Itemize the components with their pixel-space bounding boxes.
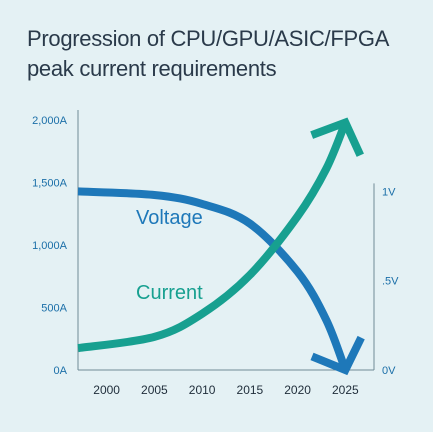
y-right-tick-label: .5V xyxy=(382,276,399,288)
y-left-tick-label: 2,000A xyxy=(32,115,68,127)
chart-series xyxy=(77,117,365,376)
chart-title: Progression of CPU/GPU/ASIC/FPGA peak cu… xyxy=(27,24,427,84)
chart-title-line-1: Progression of CPU/GPU/ASIC/FPGA xyxy=(27,26,390,51)
voltage-series-label: Voltage xyxy=(136,207,203,229)
y-left-tick-label: 500A xyxy=(41,303,67,315)
x-tick-label: 2005 xyxy=(141,383,168,397)
y-left-tick-label: 1,500A xyxy=(32,178,68,190)
y-left-tick-label: 1,000A xyxy=(32,240,68,252)
y-right-tick-label: 1V xyxy=(382,186,396,198)
chart-axes xyxy=(77,110,375,371)
x-tick-label: 2025 xyxy=(332,383,359,397)
x-tick-label: 2000 xyxy=(93,383,120,397)
chart-series-labels: Voltage Current xyxy=(136,207,203,304)
voltage-line xyxy=(77,187,350,372)
chart-ticks: 0A 500A 1,000A 1,500A 2,000A 0V .5V 1V 2000 2005 2… xyxy=(32,115,399,397)
current-line xyxy=(77,120,350,353)
x-tick-label: 2015 xyxy=(237,383,264,397)
y-right-tick-label: 0V xyxy=(382,365,396,377)
y-left-tick-label: 0A xyxy=(54,365,68,377)
voltage-arrowhead xyxy=(310,335,365,376)
current-arrowhead xyxy=(310,117,364,157)
x-tick-label: 2020 xyxy=(284,383,311,397)
current-series-label: Current xyxy=(136,282,203,304)
x-tick-label: 2010 xyxy=(189,383,216,397)
chart-title-line-2: peak current requirements xyxy=(27,56,277,81)
